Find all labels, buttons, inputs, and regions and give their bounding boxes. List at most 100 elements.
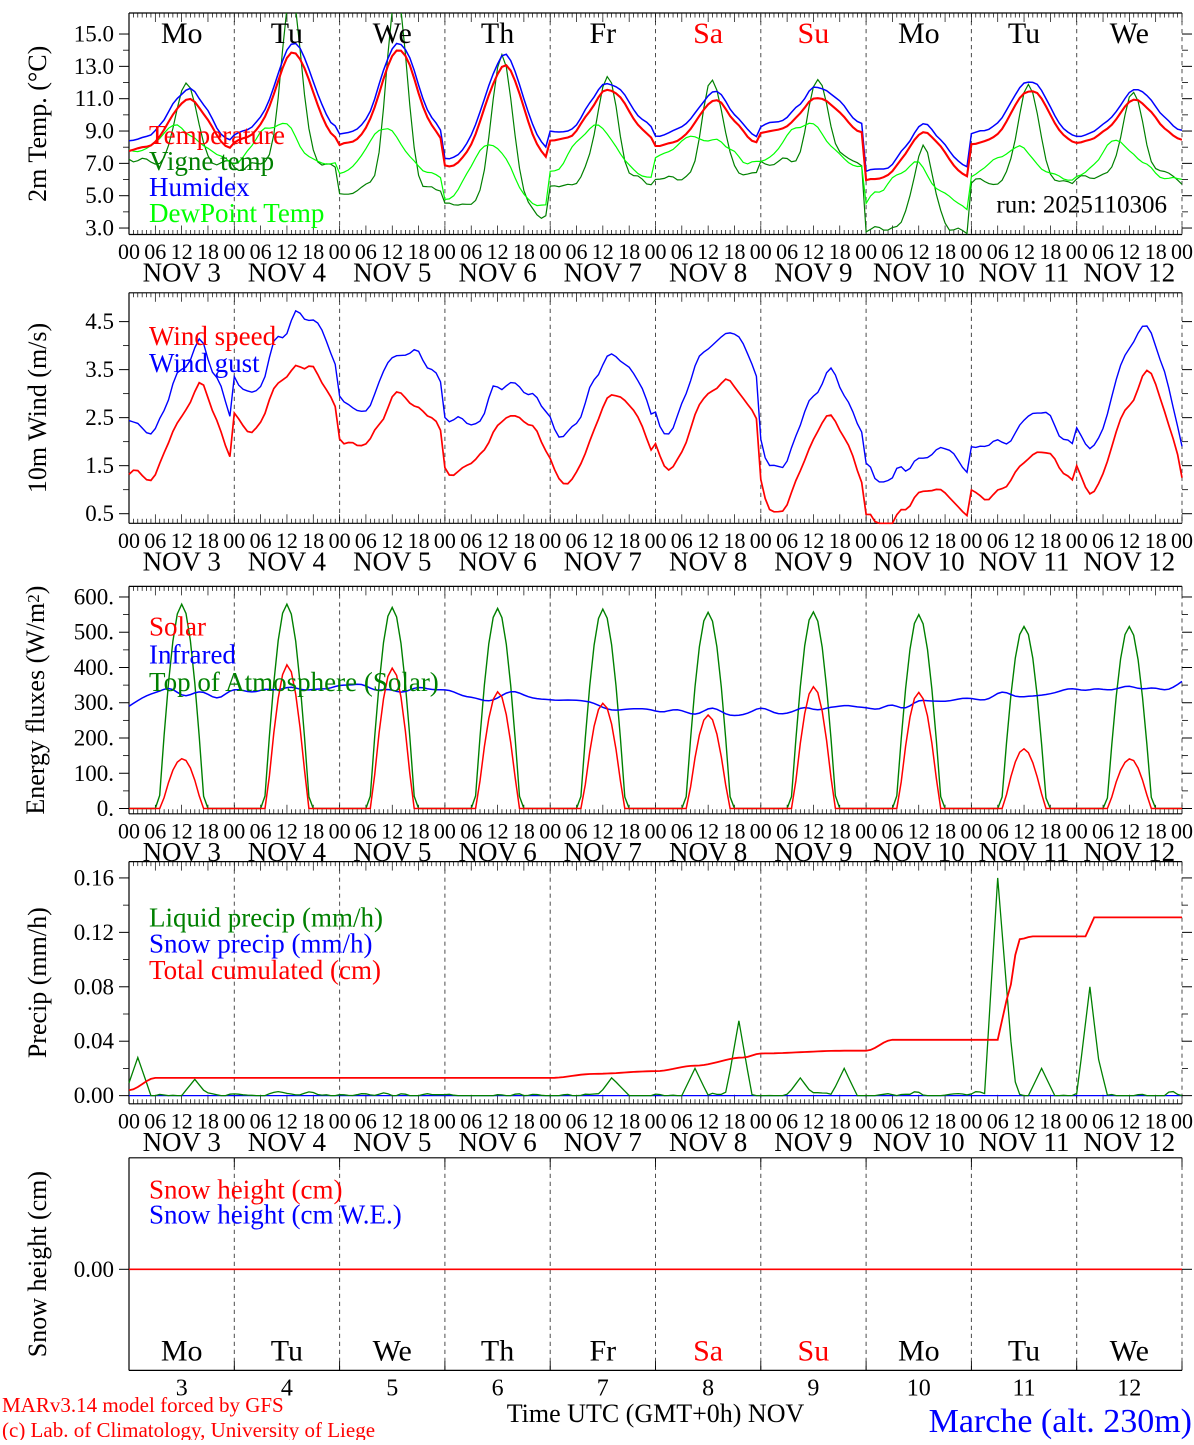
svg-text:00: 00 bbox=[434, 239, 456, 264]
svg-text:0.04: 0.04 bbox=[74, 1029, 115, 1054]
svg-text:11.0: 11.0 bbox=[75, 86, 114, 111]
svg-text:9.0: 9.0 bbox=[85, 119, 114, 144]
svg-text:Th: Th bbox=[481, 1334, 514, 1367]
svg-text:18: 18 bbox=[1145, 528, 1167, 553]
svg-text:12: 12 bbox=[487, 818, 509, 843]
svg-text:18: 18 bbox=[513, 528, 535, 553]
svg-text:00: 00 bbox=[434, 818, 456, 843]
svg-text:18: 18 bbox=[408, 1108, 430, 1133]
svg-text:0.00: 0.00 bbox=[74, 1083, 114, 1108]
svg-text:12: 12 bbox=[1118, 818, 1140, 843]
svg-text:18: 18 bbox=[408, 239, 430, 264]
svg-text:12: 12 bbox=[908, 528, 930, 553]
svg-text:00: 00 bbox=[539, 239, 561, 264]
svg-text:7: 7 bbox=[597, 1375, 609, 1401]
svg-text:06: 06 bbox=[566, 528, 588, 553]
svg-text:10: 10 bbox=[907, 1375, 931, 1401]
svg-text:06: 06 bbox=[1092, 1108, 1114, 1133]
svg-text:12: 12 bbox=[1117, 1375, 1141, 1401]
svg-text:9: 9 bbox=[807, 1375, 819, 1401]
svg-text:00: 00 bbox=[434, 1108, 456, 1133]
svg-text:(c) Lab. of Climatology, Unive: (c) Lab. of Climatology, University of L… bbox=[2, 1418, 375, 1440]
svg-text:Th: Th bbox=[481, 17, 514, 50]
svg-text:00: 00 bbox=[118, 818, 140, 843]
svg-text:12: 12 bbox=[1118, 1108, 1140, 1133]
svg-text:06: 06 bbox=[460, 528, 482, 553]
svg-text:Marche (alt. 230m): Marche (alt. 230m) bbox=[929, 1403, 1192, 1440]
svg-text:200.: 200. bbox=[74, 726, 114, 751]
svg-text:1.5: 1.5 bbox=[85, 453, 114, 478]
svg-text:18: 18 bbox=[1039, 818, 1061, 843]
svg-text:00: 00 bbox=[329, 528, 351, 553]
svg-text:06: 06 bbox=[355, 818, 377, 843]
svg-text:06: 06 bbox=[460, 239, 482, 264]
svg-text:Solar: Solar bbox=[149, 612, 206, 642]
svg-text:12: 12 bbox=[1013, 239, 1035, 264]
svg-text:00: 00 bbox=[645, 239, 667, 264]
svg-text:00: 00 bbox=[1171, 1108, 1193, 1133]
svg-text:12: 12 bbox=[592, 818, 614, 843]
svg-text:00: 00 bbox=[329, 1108, 351, 1133]
svg-text:2m Temp. (°C): 2m Temp. (°C) bbox=[23, 46, 52, 202]
svg-text:12: 12 bbox=[802, 818, 824, 843]
svg-text:12: 12 bbox=[592, 239, 614, 264]
svg-text:06: 06 bbox=[881, 239, 903, 264]
svg-text:13.0: 13.0 bbox=[74, 54, 114, 79]
svg-text:00: 00 bbox=[645, 818, 667, 843]
svg-text:12: 12 bbox=[276, 528, 298, 553]
svg-text:5: 5 bbox=[386, 1375, 398, 1401]
svg-text:06: 06 bbox=[355, 528, 377, 553]
svg-text:12: 12 bbox=[697, 818, 719, 843]
svg-text:Sa: Sa bbox=[693, 1334, 723, 1367]
svg-text:18: 18 bbox=[829, 1108, 851, 1133]
svg-text:18: 18 bbox=[1145, 818, 1167, 843]
svg-text:00: 00 bbox=[750, 239, 772, 264]
svg-text:12: 12 bbox=[1118, 239, 1140, 264]
svg-text:300.: 300. bbox=[74, 690, 114, 715]
svg-text:12: 12 bbox=[276, 1108, 298, 1133]
svg-text:06: 06 bbox=[776, 1108, 798, 1133]
svg-text:00: 00 bbox=[960, 528, 982, 553]
svg-text:00: 00 bbox=[223, 818, 245, 843]
svg-text:12: 12 bbox=[1118, 528, 1140, 553]
svg-text:00: 00 bbox=[223, 1108, 245, 1133]
svg-text:06: 06 bbox=[776, 818, 798, 843]
svg-text:0.12: 0.12 bbox=[74, 920, 114, 945]
svg-text:00: 00 bbox=[1171, 528, 1193, 553]
svg-text:00: 00 bbox=[960, 818, 982, 843]
svg-text:00: 00 bbox=[1171, 818, 1193, 843]
svg-text:18: 18 bbox=[513, 1108, 535, 1133]
svg-text:12: 12 bbox=[487, 239, 509, 264]
svg-text:06: 06 bbox=[671, 528, 693, 553]
svg-text:7.0: 7.0 bbox=[85, 151, 114, 176]
svg-text:18: 18 bbox=[934, 239, 956, 264]
svg-text:06: 06 bbox=[460, 818, 482, 843]
svg-text:12: 12 bbox=[1013, 528, 1035, 553]
svg-text:06: 06 bbox=[250, 239, 272, 264]
svg-text:12: 12 bbox=[697, 528, 719, 553]
svg-text:12: 12 bbox=[171, 239, 193, 264]
svg-text:Su: Su bbox=[798, 1334, 830, 1367]
svg-text:00: 00 bbox=[855, 818, 877, 843]
svg-text:18: 18 bbox=[829, 818, 851, 843]
svg-text:18: 18 bbox=[513, 818, 535, 843]
svg-text:06: 06 bbox=[881, 818, 903, 843]
svg-text:00: 00 bbox=[1066, 1108, 1088, 1133]
svg-text:18: 18 bbox=[829, 239, 851, 264]
svg-text:12: 12 bbox=[802, 239, 824, 264]
svg-text:18: 18 bbox=[408, 528, 430, 553]
svg-text:18: 18 bbox=[197, 1108, 219, 1133]
svg-text:12: 12 bbox=[592, 1108, 614, 1133]
svg-text:18: 18 bbox=[1039, 528, 1061, 553]
svg-text:00: 00 bbox=[750, 1108, 772, 1133]
svg-text:18: 18 bbox=[829, 528, 851, 553]
svg-text:18: 18 bbox=[934, 818, 956, 843]
svg-text:12: 12 bbox=[1013, 818, 1035, 843]
svg-text:12: 12 bbox=[1013, 1108, 1035, 1133]
svg-text:18: 18 bbox=[724, 239, 746, 264]
svg-text:12: 12 bbox=[276, 239, 298, 264]
svg-text:12: 12 bbox=[487, 528, 509, 553]
svg-text:Tu: Tu bbox=[271, 1334, 303, 1367]
svg-text:Mo: Mo bbox=[161, 1334, 203, 1367]
svg-text:00: 00 bbox=[118, 528, 140, 553]
